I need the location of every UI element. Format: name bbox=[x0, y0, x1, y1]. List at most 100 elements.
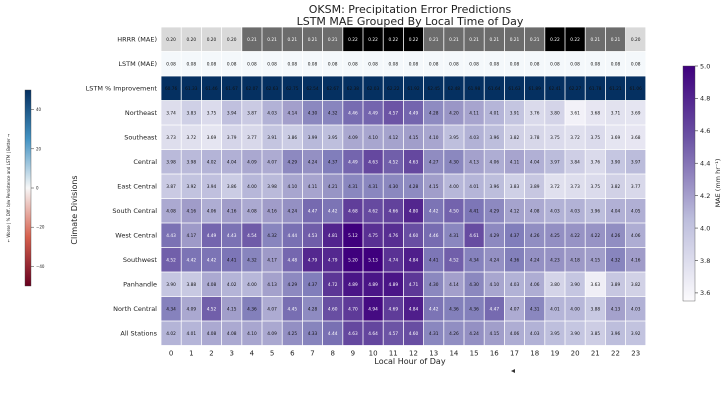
heatmap-cell bbox=[403, 76, 424, 101]
cell-value-label: 3.68 bbox=[591, 110, 601, 116]
heatmap-cell bbox=[262, 125, 282, 150]
cell-value-label: 4.72 bbox=[328, 282, 338, 288]
cell-value-label: 0.22 bbox=[550, 37, 560, 43]
row-label: Southeast bbox=[124, 134, 157, 142]
heatmap-cell bbox=[262, 247, 282, 272]
heatmap-cell bbox=[605, 223, 626, 248]
heatmap-cell bbox=[201, 321, 222, 346]
cell-value-label: 4.03 bbox=[267, 110, 277, 116]
cell-value-label: 4.41 bbox=[227, 257, 237, 263]
heatmap-cell bbox=[363, 76, 383, 101]
left-colorbar-ticks: 40 20 0 −20 −40 bbox=[31, 107, 45, 269]
cell-value-label: 0.08 bbox=[429, 61, 439, 67]
heatmap-cell bbox=[302, 51, 323, 76]
cell-value-label: 4.06 bbox=[207, 208, 217, 214]
cell-value-label: 4.23 bbox=[550, 257, 560, 263]
cell-value-label: 0.22 bbox=[570, 37, 580, 43]
heatmap-cell bbox=[242, 100, 262, 125]
heatmap-cell bbox=[626, 198, 646, 223]
cell-value-label: 0.08 bbox=[469, 61, 479, 67]
cell-value-label: 0.08 bbox=[227, 61, 237, 67]
x-axis-label: Local Hour of Day bbox=[374, 357, 445, 366]
cell-value-label: 3.90 bbox=[611, 159, 621, 165]
cell-value-label: 0.22 bbox=[409, 37, 419, 43]
cell-value-label: 4.15 bbox=[429, 184, 439, 190]
cell-value-label: 4.81 bbox=[328, 233, 338, 239]
cell-value-label: 3.72 bbox=[187, 135, 197, 141]
heatmap-cell bbox=[242, 27, 262, 52]
heatmap-cell bbox=[181, 198, 201, 223]
heatmap-cell bbox=[282, 174, 302, 199]
heatmap-cell bbox=[201, 76, 222, 101]
colorbar-tick-label: 4.0 bbox=[700, 224, 710, 232]
heatmap-cell bbox=[585, 27, 605, 52]
heatmap-cell bbox=[424, 149, 444, 174]
heatmap-cell bbox=[161, 125, 181, 150]
heatmap-cell bbox=[484, 174, 504, 199]
cell-value-label: 3.90 bbox=[570, 331, 580, 337]
cell-value-label: 4.18 bbox=[570, 257, 580, 263]
heatmap-cell bbox=[565, 247, 585, 272]
cell-value-label: 3.79 bbox=[227, 135, 237, 141]
cell-value-label: 0.08 bbox=[611, 61, 621, 67]
cell-value-label: 3.69 bbox=[611, 135, 621, 141]
cell-value-label: 5.13 bbox=[368, 257, 378, 263]
heatmap-cell bbox=[201, 174, 222, 199]
heatmap-cell bbox=[626, 223, 646, 248]
heatmap-cell bbox=[585, 149, 605, 174]
column-label: 15 bbox=[470, 350, 479, 358]
heatmap-cell bbox=[383, 76, 403, 101]
heatmap-cell bbox=[201, 27, 222, 52]
cell-value-label: 0.08 bbox=[449, 61, 459, 67]
left-colorbar bbox=[24, 89, 32, 287]
cell-value-label: 3.78 bbox=[530, 135, 540, 141]
cell-value-label: 61.64 bbox=[488, 86, 501, 92]
heatmap-cell bbox=[242, 198, 262, 223]
colorbar-tick-label: 4.8 bbox=[700, 95, 710, 103]
cell-value-label: 0.22 bbox=[348, 37, 358, 43]
heatmap-cell bbox=[222, 51, 242, 76]
left-colorbar-tick-label: −40 bbox=[36, 264, 45, 269]
heatmap-cell bbox=[323, 198, 343, 223]
cell-value-label: 4.43 bbox=[227, 233, 237, 239]
cell-value-label: 0.20 bbox=[187, 37, 197, 43]
heatmap-cell bbox=[444, 198, 464, 223]
heatmap-cell bbox=[484, 27, 504, 52]
cell-value-label: 4.42 bbox=[429, 208, 439, 214]
cell-value-label: 4.12 bbox=[510, 208, 520, 214]
heatmap-cell bbox=[605, 125, 626, 150]
cell-value-label: 4.79 bbox=[328, 257, 338, 263]
cell-value-label: 3.96 bbox=[591, 208, 601, 214]
heatmap-cell bbox=[363, 174, 383, 199]
cell-value-label: 62.41 bbox=[549, 86, 562, 92]
cell-value-label: 0.21 bbox=[449, 37, 459, 43]
heatmap-cell bbox=[222, 296, 242, 321]
cell-value-label: 62.54 bbox=[306, 86, 319, 92]
heatmap-cell bbox=[585, 100, 605, 125]
cell-value-label: 4.30 bbox=[308, 110, 318, 116]
cell-value-label: 3.94 bbox=[227, 110, 237, 116]
heatmap-cell bbox=[585, 296, 605, 321]
heatmap-cell bbox=[343, 76, 363, 101]
heatmap-cell bbox=[484, 100, 504, 125]
cell-value-label: 4.64 bbox=[368, 331, 378, 337]
cell-value-label: 4.52 bbox=[389, 159, 399, 165]
heatmap-cell bbox=[201, 125, 222, 150]
heatmap-cell bbox=[403, 198, 424, 223]
cell-value-label: 4.37 bbox=[328, 159, 338, 165]
heatmap-cell bbox=[484, 223, 504, 248]
heatmap-cell bbox=[525, 247, 545, 272]
cell-value-label: 4.24 bbox=[288, 208, 298, 214]
cell-value-label: 3.97 bbox=[631, 159, 641, 165]
cell-value-label: 4.13 bbox=[469, 159, 479, 165]
heatmap-cell bbox=[383, 27, 403, 52]
heatmap-cell bbox=[201, 149, 222, 174]
row-label: All Stations bbox=[120, 330, 157, 338]
heatmap-cell bbox=[181, 149, 201, 174]
cell-value-label: 0.08 bbox=[490, 61, 500, 67]
cell-value-label: 4.29 bbox=[288, 282, 298, 288]
heatmap-cell bbox=[565, 149, 585, 174]
heatmap-cell bbox=[504, 272, 525, 297]
heatmap-cell bbox=[464, 125, 484, 150]
